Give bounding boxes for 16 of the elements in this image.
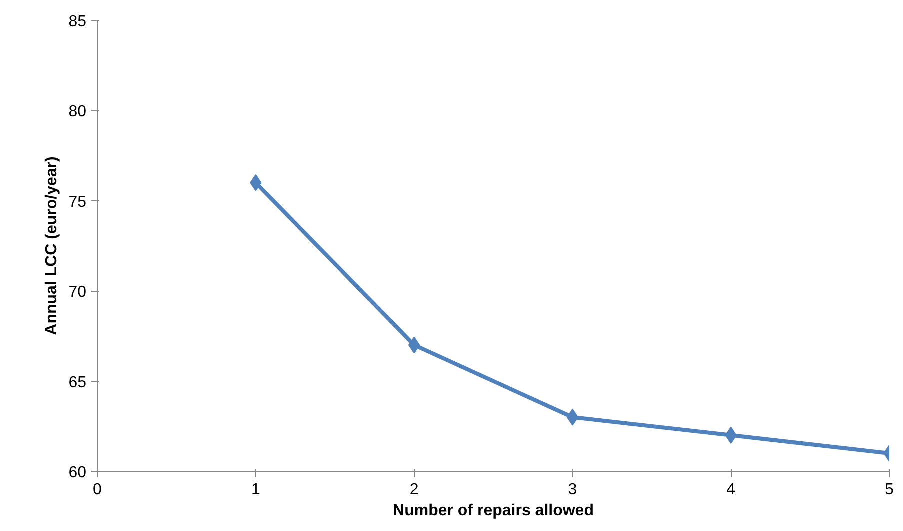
y-tick-label: 70 <box>68 284 87 302</box>
y-tick-label: 75 <box>68 194 87 211</box>
point <box>408 336 420 354</box>
point <box>566 408 579 426</box>
x-tick-label: 2 <box>410 482 419 498</box>
y-axis-title: Annual LCC (euro/year) <box>44 156 61 336</box>
y-tick-label: 85 <box>68 14 87 30</box>
x-tick-label: 1 <box>251 482 260 498</box>
x-tick-label: 5 <box>885 482 894 498</box>
y-tick-label: 80 <box>68 104 87 121</box>
y-tick-label: 65 <box>68 374 87 392</box>
x-tick-label: 3 <box>568 482 578 498</box>
x-axis-title: Number of repairs allowed <box>393 502 594 520</box>
x-tick-label: 0 <box>93 482 102 498</box>
x-tick-label: 4 <box>726 482 736 498</box>
y-tick-label: 60 <box>68 464 87 482</box>
